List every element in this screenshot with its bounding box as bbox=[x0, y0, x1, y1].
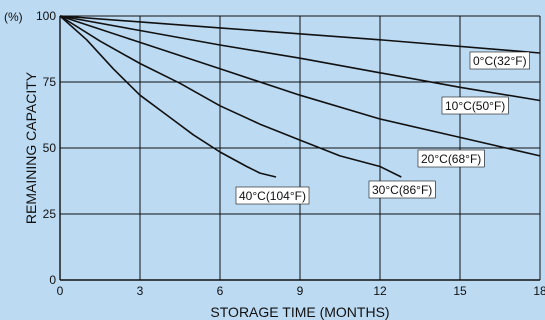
y-tick-label: 100 bbox=[36, 9, 56, 23]
y-tick-label: 25 bbox=[43, 207, 57, 221]
series-label-text: 30°C(86°F) bbox=[372, 183, 432, 197]
series-line bbox=[59, 15, 402, 178]
x-tick-label: 0 bbox=[57, 284, 64, 298]
y-tick-label: 50 bbox=[43, 141, 57, 155]
y-tick-label: 75 bbox=[43, 75, 57, 89]
gridlines bbox=[60, 15, 541, 280]
series-label: 0°C(32°F) bbox=[469, 51, 530, 70]
series-label-box bbox=[469, 51, 530, 70]
x-tick-labels: 0 3 6 9 12 15 18 bbox=[57, 284, 545, 298]
series-label: 10°C(50°F) bbox=[441, 96, 509, 115]
y-axis-label: REMAINING CAPACITY bbox=[23, 71, 39, 224]
x-tick-label: 9 bbox=[297, 284, 304, 298]
series-line bbox=[59, 15, 541, 102]
x-axis-label: STORAGE TIME (MONTHS) bbox=[210, 304, 389, 320]
series-labels: 0°C(32°F) 10°C(50°F) 20°C(68°F) 30°C(86°F) 4… bbox=[235, 51, 530, 205]
series-label: 30°C(86°F) bbox=[368, 180, 436, 199]
series-line bbox=[59, 15, 541, 157]
series-label-text: 20°C(68°F) bbox=[421, 152, 481, 166]
series-label-text: 0°C(32°F) bbox=[473, 54, 527, 68]
series-lines bbox=[59, 15, 541, 178]
series-label-box bbox=[368, 180, 436, 199]
series-label-text: 40°C(104°F) bbox=[239, 189, 306, 203]
series-label-box bbox=[417, 149, 485, 168]
series-label: 20°C(68°F) bbox=[417, 149, 485, 168]
y-tick-labels: 0 25 50 75 100 bbox=[36, 9, 56, 287]
x-tick-label: 15 bbox=[453, 284, 467, 298]
series-line bbox=[59, 15, 277, 178]
x-tick-label: 18 bbox=[533, 284, 545, 298]
x-tick-label: 12 bbox=[373, 284, 387, 298]
y-unit-label: (%) bbox=[4, 10, 23, 24]
series-label: 40°C(104°F) bbox=[235, 186, 310, 205]
y-tick-label: 0 bbox=[49, 273, 56, 287]
axes bbox=[59, 16, 540, 281]
series-label-text: 10°C(50°F) bbox=[445, 99, 505, 113]
x-tick-label: 3 bbox=[137, 284, 144, 298]
series-label-box bbox=[235, 186, 310, 205]
series-label-box bbox=[441, 96, 509, 115]
x-tick-label: 6 bbox=[217, 284, 224, 298]
series-line bbox=[59, 15, 541, 54]
